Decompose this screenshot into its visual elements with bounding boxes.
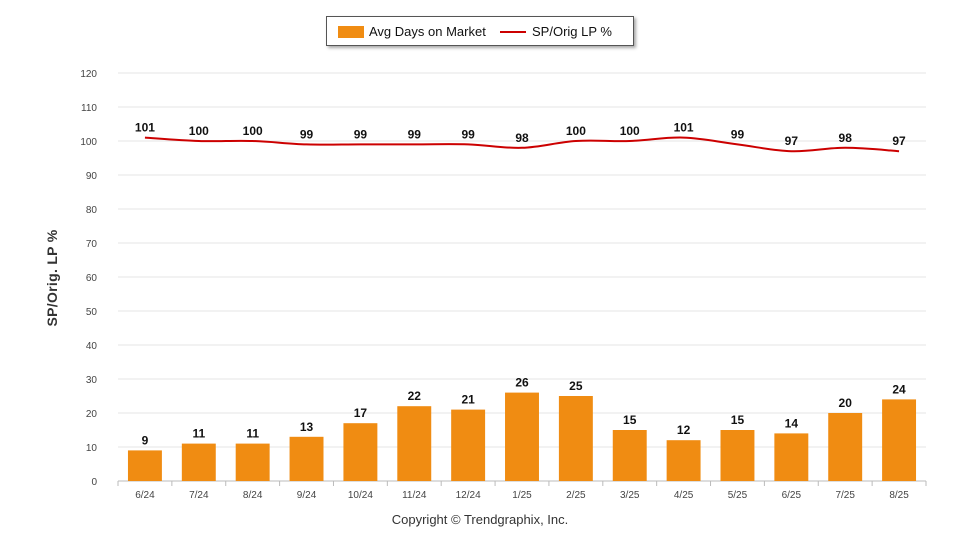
bar-value-label: 11 (192, 427, 205, 441)
x-tick-label: 12/24 (456, 490, 481, 501)
y-tick-label: 70 (86, 239, 98, 250)
bar (127, 450, 162, 481)
bar (720, 430, 755, 481)
bar (612, 430, 647, 481)
x-tick-label: 7/24 (189, 490, 209, 501)
x-tick-label: 9/24 (297, 490, 317, 501)
x-tick-label: 5/25 (728, 490, 748, 501)
x-tick-label: 2/25 (566, 490, 586, 501)
y-tick-label: 80 (86, 205, 98, 216)
line-value-label: 100 (189, 124, 209, 138)
line-value-label: 98 (839, 131, 853, 145)
bar-value-label: 12 (677, 423, 691, 437)
bar (451, 409, 486, 481)
bar (181, 443, 216, 481)
bar (558, 396, 593, 481)
bars (127, 392, 917, 481)
x-tick-label: 4/25 (674, 490, 694, 501)
line-value-label: 99 (354, 127, 368, 141)
legend: Avg Days on Market SP/Orig LP % (326, 16, 634, 46)
legend-label-line: SP/Orig LP % (532, 24, 612, 39)
line-labels: 101 100 100 99 99 99 99 98 100 100 101 99 97 98 97 (135, 121, 906, 149)
bar-value-label: 15 (623, 413, 637, 427)
line-value-label: 101 (135, 121, 155, 135)
bar (235, 443, 270, 481)
line-value-label: 99 (461, 127, 475, 141)
line-series (144, 136, 900, 153)
y-axis-label: SP/Orig. LP % (44, 229, 60, 327)
bar (289, 436, 324, 481)
bar (774, 433, 809, 481)
y-tick-label: 60 (86, 273, 98, 284)
line-value-label: 99 (408, 127, 422, 141)
line-value-label: 99 (731, 127, 745, 141)
bar (505, 392, 539, 481)
y-tick-label: 20 (86, 409, 98, 420)
bar (343, 423, 378, 481)
y-tick-label: 10 (86, 443, 98, 454)
bar-value-label: 9 (142, 433, 149, 447)
bar (666, 440, 701, 481)
y-tick-label: 50 (86, 307, 98, 318)
bar (882, 399, 917, 481)
bar-value-label: 24 (892, 382, 906, 396)
bar-value-label: 17 (354, 406, 368, 420)
bar-value-label: 14 (785, 416, 799, 430)
y-tick-label: 100 (80, 137, 97, 148)
y-tick-label: 40 (86, 341, 98, 352)
line-value-label: 100 (243, 124, 263, 138)
legend-line-swatch (500, 31, 526, 33)
x-tick-label: 7/25 (835, 490, 855, 501)
bar (828, 413, 863, 481)
y-tick-label: 120 (80, 69, 97, 80)
x-tick-label: 1/25 (512, 490, 532, 501)
bar-value-label: 26 (515, 376, 529, 390)
legend-bar-swatch (338, 26, 364, 38)
x-tick-label: 3/25 (620, 490, 640, 501)
x-tick-label: 8/25 (889, 490, 909, 501)
copyright: Copyright © Trendgraphix, Inc. (391, 512, 569, 527)
bar-value-label: 21 (461, 393, 475, 407)
bar (397, 406, 432, 481)
y-axis-ticks: 0 10 20 30 40 50 60 70 80 90 100 110 120 (80, 69, 97, 488)
y-tick-label: 30 (86, 375, 98, 386)
bar-value-label: 25 (569, 379, 583, 393)
y-tick-label: 0 (91, 477, 97, 488)
line-value-label: 100 (620, 124, 640, 138)
line-value-label: 99 (300, 127, 314, 141)
x-tick-label: 6/25 (782, 490, 802, 501)
bar-value-label: 13 (300, 420, 314, 434)
x-tick-label: 10/24 (348, 490, 373, 501)
x-axis-ticks: 6/24 7/24 8/24 9/24 10/24 11/24 12/24 1/25 2/25 3… (117, 481, 927, 501)
x-tick-label: 11/24 (402, 490, 427, 501)
bar-value-label: 20 (839, 396, 853, 410)
bar-value-label: 15 (731, 413, 745, 427)
legend-label-bar: Avg Days on Market (369, 24, 486, 39)
x-tick-label: 6/24 (135, 490, 155, 501)
line-value-label: 97 (892, 134, 906, 148)
line-value-label: 100 (566, 124, 586, 138)
line-value-label: 97 (785, 134, 799, 148)
y-tick-label: 90 (86, 171, 98, 182)
line-value-label: 101 (674, 121, 694, 135)
x-tick-label: 8/24 (243, 490, 263, 501)
bar-value-label: 11 (246, 427, 259, 441)
bar-value-label: 22 (408, 389, 422, 403)
line-value-label: 98 (515, 131, 529, 145)
bar-labels: 9 11 11 13 17 22 21 26 25 15 12 15 14 20 24 (142, 376, 906, 448)
y-tick-label: 110 (81, 103, 97, 114)
